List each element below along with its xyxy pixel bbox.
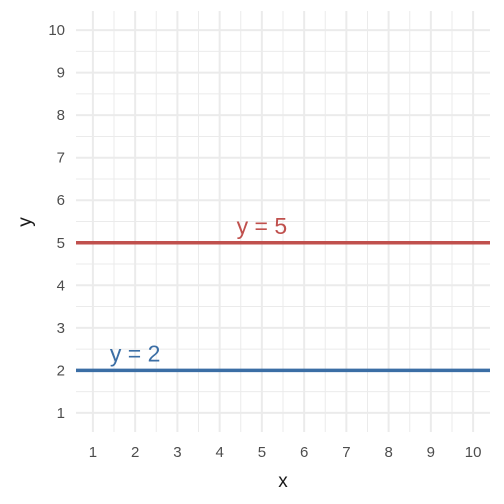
grid-major	[76, 11, 490, 432]
y-axis-ticks: 1 2 3 4 5 6 7 8 9 10	[48, 22, 65, 422]
y-tick-label: 5	[57, 235, 65, 252]
y-tick-label: 10	[48, 22, 65, 39]
x-tick-label: 2	[131, 444, 139, 461]
x-tick-label: 10	[465, 444, 482, 461]
y-tick-label: 8	[57, 107, 65, 124]
x-tick-label: 9	[427, 444, 435, 461]
series-label: y = 5	[237, 213, 288, 239]
y-tick-label: 3	[57, 320, 65, 337]
x-axis-ticks: 1 2 3 4 5 6 7 8 9 10	[89, 444, 482, 461]
y-tick-label: 1	[57, 405, 65, 422]
y-tick-label: 9	[57, 65, 65, 82]
y-tick-label: 7	[57, 150, 65, 167]
y-tick-label: 2	[57, 362, 65, 379]
x-tick-label: 8	[384, 444, 392, 461]
y-tick-label: 6	[57, 192, 65, 209]
x-tick-label: 4	[215, 444, 223, 461]
x-tick-label: 1	[89, 444, 97, 461]
y-axis-title: y	[15, 217, 36, 227]
y-tick-label: 4	[57, 277, 65, 294]
grid-minor	[76, 11, 490, 432]
x-axis-title: x	[278, 471, 288, 492]
x-tick-label: 6	[300, 444, 308, 461]
series-layer	[76, 241, 490, 373]
label-layer: y = 5 y = 2	[110, 213, 287, 367]
x-tick-label: 5	[258, 444, 266, 461]
x-tick-label: 3	[173, 444, 181, 461]
x-tick-label: 7	[342, 444, 350, 461]
series-label: y = 2	[110, 340, 161, 366]
